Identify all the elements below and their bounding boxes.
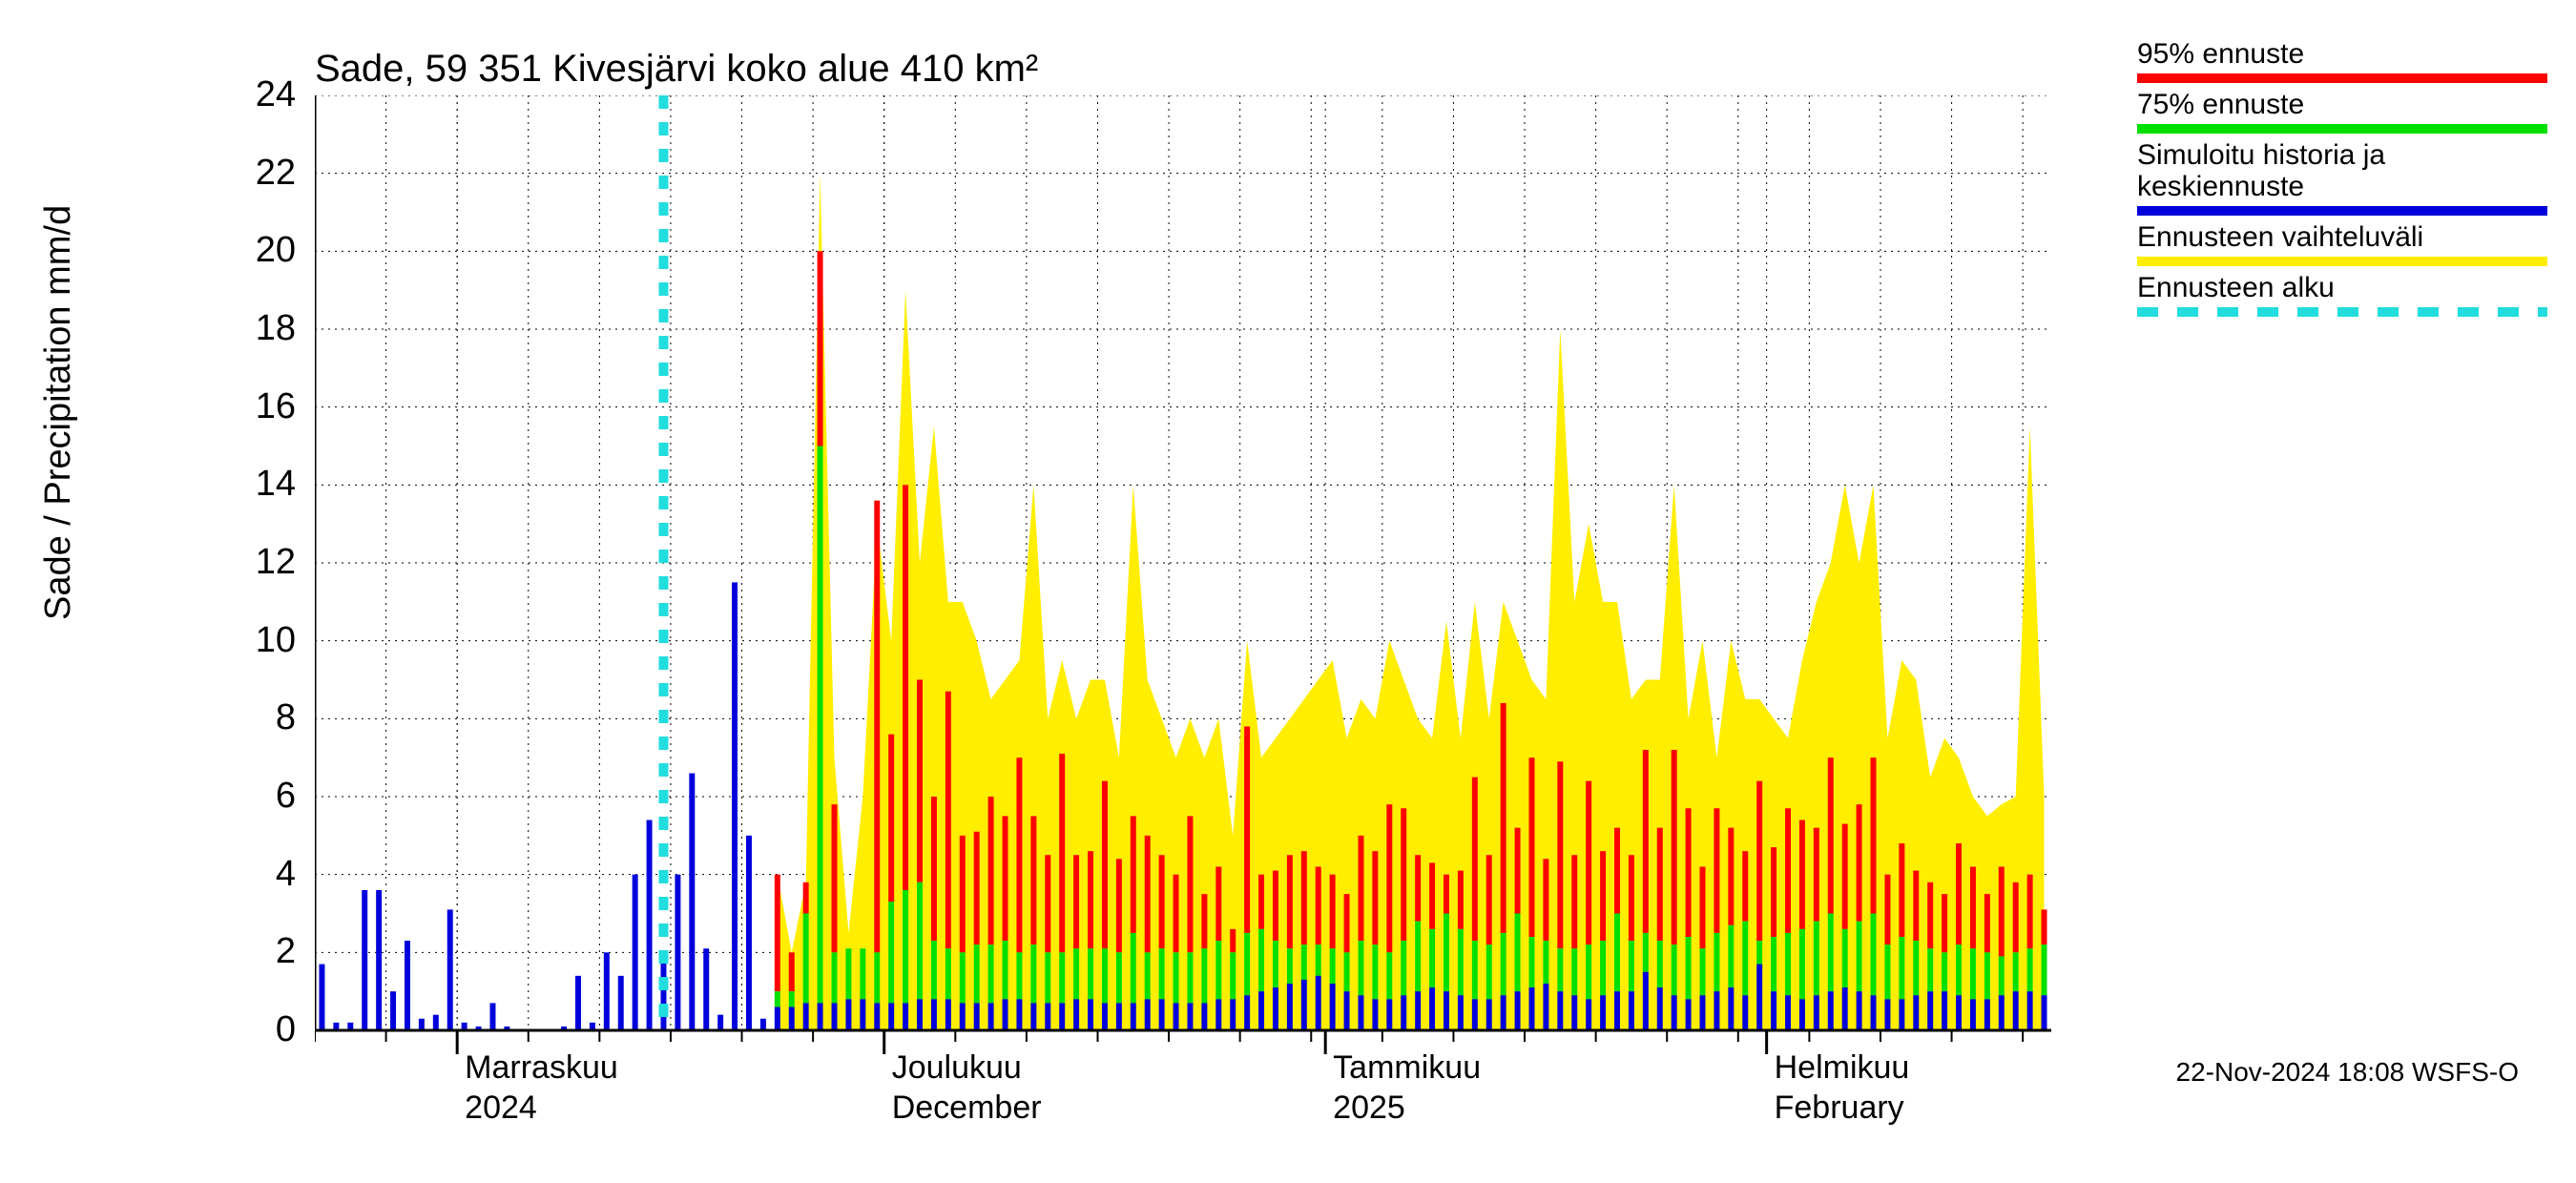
ytick-label: 18 [219,308,296,349]
xtick-label: Marraskuu [465,1049,618,1087]
y-axis-label: Sade / Precipitation mm/d [38,205,79,620]
legend-swatch [2137,257,2547,266]
xtick-label: Tammikuu [1333,1049,1481,1087]
ytick-label: 24 [219,74,296,115]
legend-entry: 95% ennuste [2137,38,2547,83]
ytick-label: 2 [219,931,296,972]
xtick-label: February [1775,1090,1904,1127]
ytick-label: 20 [219,230,296,271]
legend-label: Ennusteen vaihteluväli [2137,221,2547,253]
ytick-label: 22 [219,153,296,194]
xtick-label: 2025 [1333,1090,1405,1127]
legend-label: Simuloitu historia ja keskiennuste [2137,139,2547,202]
legend-swatch [2137,73,2547,83]
legend-entry: Ennusteen alku [2137,272,2547,317]
ytick-label: 10 [219,620,296,661]
legend-label: 75% ennuste [2137,89,2547,120]
ytick-label: 0 [219,1009,296,1050]
legend-swatch [2137,206,2547,216]
ytick-label: 16 [219,386,296,427]
legend-swatch-dash [2137,307,2547,317]
legend-swatch [2137,124,2547,134]
ytick-label: 12 [219,542,296,583]
ytick-label: 6 [219,776,296,817]
plot-area [315,95,2089,1183]
chart-title: Sade, 59 351 Kivesjärvi koko alue 410 km… [315,48,1038,91]
container: Sade, 59 351 Kivesjärvi koko alue 410 km… [0,0,2576,1145]
xtick-label: Joulukuu [892,1049,1022,1087]
xtick-label: 2024 [465,1090,537,1127]
xtick-label: Helmikuu [1775,1049,1910,1087]
legend-label: 95% ennuste [2137,38,2547,70]
ytick-label: 4 [219,854,296,895]
timestamp-label: 22-Nov-2024 18:08 WSFS-O [2176,1057,2520,1088]
legend-entry: Ennusteen vaihteluväli [2137,221,2547,266]
legend: 95% ennuste 75% ennuste Simuloitu historia… [2137,38,2547,322]
legend-label: Ennusteen alku [2137,272,2547,303]
ytick-label: 8 [219,697,296,738]
ytick-label: 14 [219,464,296,505]
xtick-label: December [892,1090,1042,1127]
legend-entry: 75% ennuste [2137,89,2547,134]
legend-entry: Simuloitu historia ja keskiennuste [2137,139,2547,216]
